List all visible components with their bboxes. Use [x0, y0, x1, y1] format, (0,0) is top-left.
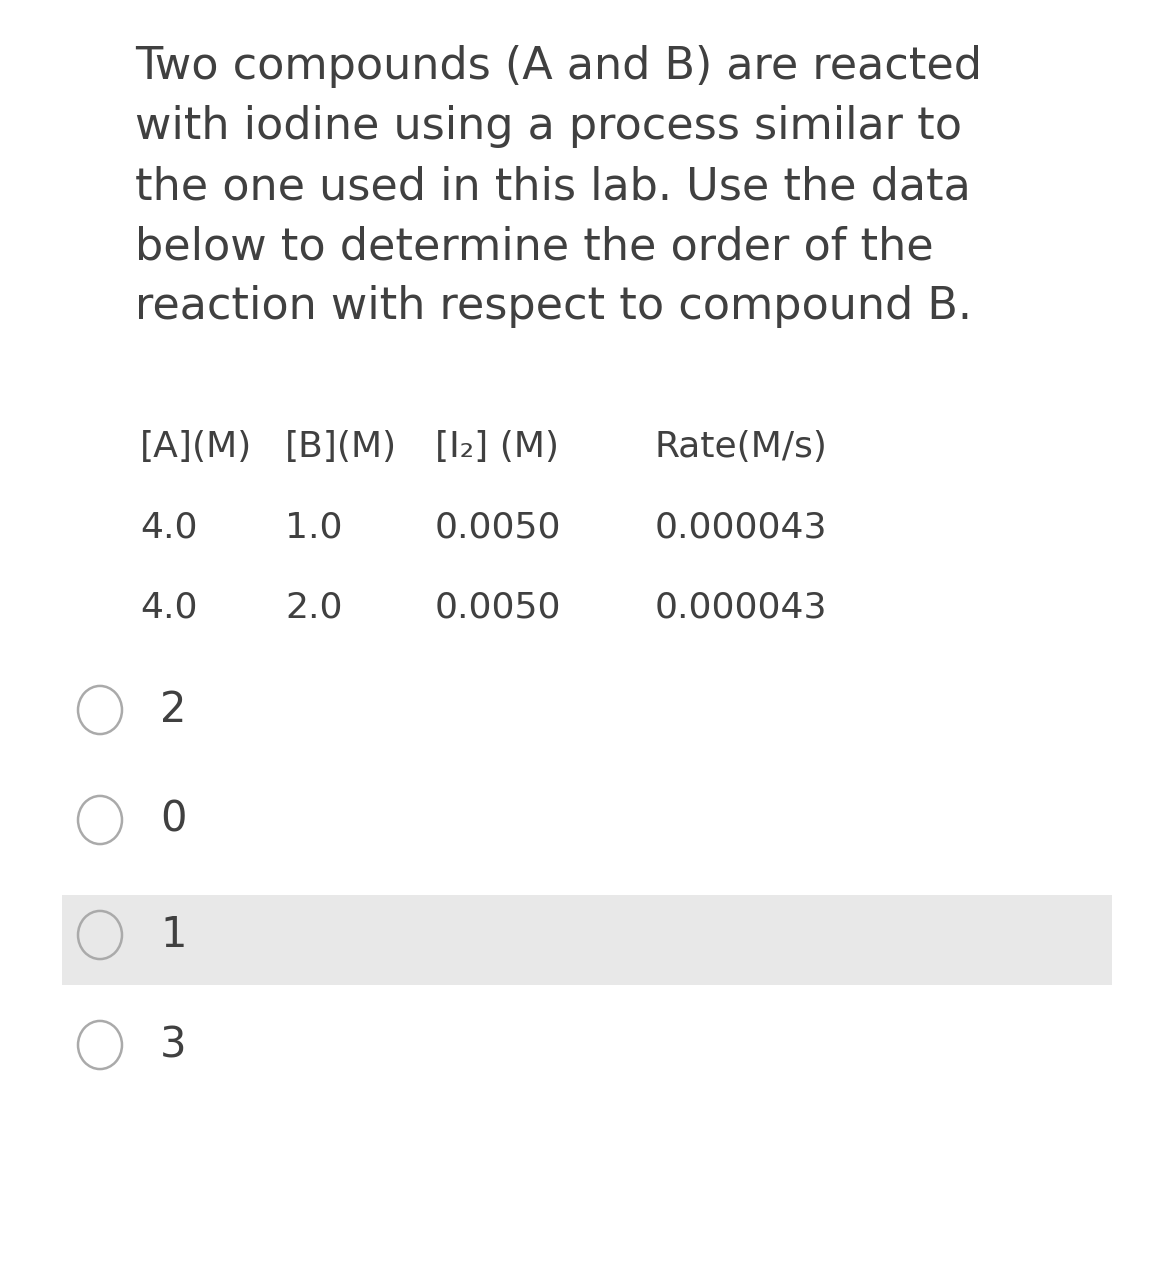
Text: 0: 0	[160, 799, 186, 841]
Text: 3: 3	[160, 1024, 187, 1066]
Text: 0.000043: 0.000043	[655, 590, 827, 623]
Text: 0.0050: 0.0050	[435, 590, 562, 623]
Text: Rate(M/s): Rate(M/s)	[655, 430, 828, 463]
FancyBboxPatch shape	[62, 895, 1111, 986]
Text: 2: 2	[160, 689, 186, 731]
Text: 4.0: 4.0	[140, 509, 198, 544]
Text: 4.0: 4.0	[140, 590, 198, 623]
Text: 1: 1	[160, 914, 186, 956]
Text: 2.0: 2.0	[285, 590, 343, 623]
Text: 1.0: 1.0	[285, 509, 343, 544]
Text: Two compounds (A and B) are reacted
with iodine using a process similar to
the o: Two compounds (A and B) are reacted with…	[135, 45, 982, 328]
Text: 0.000043: 0.000043	[655, 509, 827, 544]
Text: 0.0050: 0.0050	[435, 509, 562, 544]
Text: [A](M): [A](M)	[140, 430, 253, 463]
Text: [I₂] (M): [I₂] (M)	[435, 430, 559, 463]
Text: [B](M): [B](M)	[285, 430, 397, 463]
